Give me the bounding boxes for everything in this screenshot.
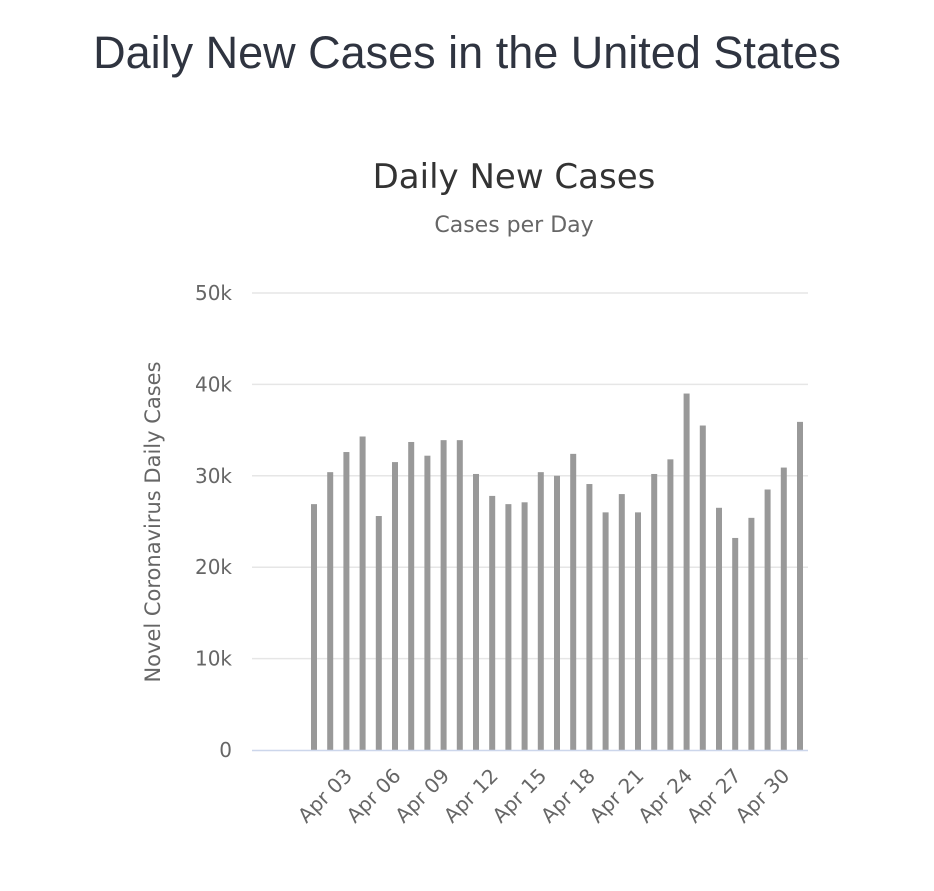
y-tick-label: 0 <box>219 738 232 762</box>
bar <box>780 467 787 750</box>
chart-subtitle: Cases per Day <box>434 213 593 238</box>
y-tick-label: 10k <box>195 647 232 671</box>
bar <box>392 462 398 750</box>
bar <box>424 455 431 750</box>
bar <box>375 516 382 750</box>
bar <box>683 393 690 750</box>
bar <box>505 504 512 750</box>
y-tick-label: 40k <box>195 372 232 396</box>
bar <box>797 421 803 750</box>
bar <box>635 512 641 750</box>
bar <box>343 452 350 750</box>
x-tick-label: Apr 30 <box>730 764 794 828</box>
bar <box>602 512 609 750</box>
x-tick-label: Apr 12 <box>439 764 503 828</box>
bars <box>311 393 803 750</box>
x-tick-label: Apr 24 <box>633 764 697 828</box>
bar <box>473 473 479 750</box>
bar <box>521 502 528 750</box>
chart-title: Daily New Cases <box>373 157 656 197</box>
bar <box>748 517 755 750</box>
bar <box>667 459 674 750</box>
bar <box>732 537 739 750</box>
y-tick-label: 20k <box>195 555 232 579</box>
bar <box>586 484 593 750</box>
x-tick-label: Apr 06 <box>342 764 406 828</box>
bar <box>651 473 658 750</box>
x-tick-label: Apr 09 <box>390 764 454 828</box>
bar <box>456 440 463 750</box>
gridlines <box>252 292 808 660</box>
x-tick-label: Apr 15 <box>487 764 551 828</box>
bar <box>716 507 722 750</box>
bar <box>570 453 577 750</box>
y-tick-label: 50k <box>195 281 232 305</box>
bar <box>327 472 334 750</box>
bar <box>554 475 560 750</box>
x-tick-label: Apr 03 <box>293 764 357 828</box>
bar <box>311 504 317 750</box>
bar <box>440 440 447 750</box>
bar <box>489 495 496 750</box>
bar <box>699 425 706 750</box>
y-axis-label: Novel Coronavirus Daily Cases <box>141 361 165 682</box>
bar <box>618 494 625 750</box>
bar <box>764 489 771 750</box>
page-title: Daily New Cases in the United States <box>93 27 841 78</box>
bar <box>408 441 415 750</box>
x-tick-label: Apr 21 <box>585 764 649 828</box>
x-tick-label: Apr 18 <box>536 764 600 828</box>
y-tick-label: 30k <box>195 464 232 488</box>
bar <box>537 472 544 750</box>
bar <box>359 436 366 750</box>
x-tick-label: Apr 27 <box>682 764 746 828</box>
